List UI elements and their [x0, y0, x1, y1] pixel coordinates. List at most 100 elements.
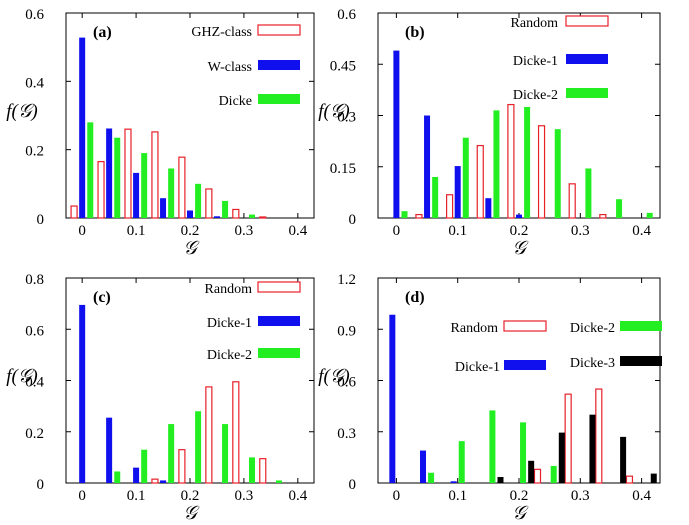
y-tick-label: 0 — [349, 477, 357, 493]
bar-dicke-2 — [249, 457, 256, 483]
x-tick-label: 0.4 — [632, 488, 651, 504]
bar-dicke-2 — [554, 129, 561, 218]
bar-dicke-1 — [79, 304, 86, 483]
y-tick-label: 0.2 — [25, 144, 44, 160]
bar-random — [595, 388, 603, 484]
bar-dicke-3 — [497, 477, 504, 483]
y-tick-label: 0.3 — [337, 426, 356, 442]
bar-dicke — [87, 122, 94, 218]
bar-dicke-2 — [616, 199, 623, 218]
bar-dicke — [222, 200, 229, 218]
bar-w-class — [106, 128, 113, 218]
bar-dicke-3 — [620, 436, 627, 483]
x-tick-label: 0.2 — [181, 488, 200, 504]
bar-random — [151, 478, 159, 484]
x-tick-label: 0.3 — [571, 223, 590, 239]
legend-swatch — [258, 94, 300, 104]
bar-dicke-1 — [419, 450, 426, 483]
bar-dicke-1 — [393, 50, 400, 219]
x-tick-label: 0 — [78, 223, 86, 239]
x-axis-label: 𝒢 — [183, 503, 200, 524]
x-tick-label: 0.2 — [510, 488, 529, 504]
bar-dicke — [168, 168, 175, 218]
y-axis-label: f(𝒢) — [6, 101, 37, 122]
x-tick-label: 0.1 — [127, 488, 146, 504]
y-tick-label: 0.4 — [25, 75, 44, 91]
bar-dicke — [195, 183, 202, 218]
x-axis-label: 𝒢 — [183, 238, 200, 259]
bar-dicke-2 — [520, 422, 527, 483]
legend-label: Dicke-1 — [455, 360, 500, 375]
y-tick-label: 0.6 — [337, 375, 356, 391]
bar-dicke-1 — [389, 314, 396, 483]
bar-random — [205, 386, 213, 484]
plot-frame — [377, 12, 661, 219]
legend-label: Dicke-3 — [570, 356, 615, 371]
y-tick-label: 0.15 — [330, 161, 356, 177]
bar-w-class — [160, 198, 167, 218]
bar-dicke-2 — [432, 177, 439, 218]
legend-label: Dicke-2 — [513, 88, 558, 103]
y-tick-label: 0.2 — [25, 426, 44, 442]
bar-random — [533, 468, 542, 484]
y-tick-label: 0.4 — [25, 375, 44, 391]
bar-dicke-1 — [516, 214, 522, 218]
legend-swatch — [620, 356, 662, 366]
bar-random — [476, 144, 484, 219]
x-tick-label: 0.2 — [510, 223, 529, 239]
legend-label: GHZ-class — [191, 25, 252, 40]
bar-w-class — [133, 172, 140, 218]
bar-dicke-2 — [489, 410, 496, 483]
x-tick-label: 0.1 — [448, 223, 467, 239]
bar-dicke-1 — [485, 198, 492, 218]
bar-dicke-2 — [401, 211, 408, 218]
bar-dicke-1 — [454, 166, 461, 218]
bar-w-class — [79, 37, 86, 218]
bar-random — [625, 475, 634, 484]
bar-dicke — [114, 137, 121, 218]
panel-2: 0 0.15 0.3 0.45 0.6 0 0.1 0.2 0.3 0.4 𝒢f(𝒢) (b) Rand… — [318, 7, 661, 259]
y-tick-label: 1.2 — [337, 272, 356, 288]
bar-dicke — [141, 153, 148, 218]
legend-label: Dicke-1 — [513, 54, 558, 69]
bar-dicke-2 — [141, 449, 148, 483]
bar-w-class — [213, 216, 220, 218]
legend-swatch — [620, 321, 662, 331]
legend-swatch — [504, 360, 546, 370]
x-tick-label: 0.3 — [571, 488, 590, 504]
bar-dicke-2 — [168, 424, 175, 483]
bar-ghz-class — [97, 161, 105, 219]
bar-dicke-1 — [133, 467, 140, 483]
bar-ghz-class — [205, 188, 213, 219]
y-tick-label: 0.6 — [337, 7, 356, 23]
x-tick-label: 0.3 — [235, 223, 254, 239]
bar-dicke-2 — [222, 424, 229, 483]
bar-dicke-2 — [428, 472, 435, 483]
bar-ghz-class — [259, 216, 267, 219]
panel-label: (a) — [93, 24, 112, 41]
legend-label: Random — [511, 16, 559, 31]
bar-ghz-class — [151, 131, 159, 219]
bar-random — [445, 194, 454, 219]
bar-dicke-2 — [550, 465, 557, 483]
legend-label: Dicke-2 — [570, 321, 615, 336]
panel-1: 0 0.2 0.4 0.6 0 0.1 0.2 0.3 0.4 𝒢f(𝒢) (a) GHZ-class… — [6, 7, 315, 259]
bar-dicke-1 — [106, 417, 113, 483]
bar-dicke-1 — [450, 481, 457, 483]
panel-label: (b) — [405, 24, 425, 41]
x-tick-label: 0.1 — [127, 223, 146, 239]
legend-swatch — [257, 24, 301, 36]
legend-swatch — [566, 54, 608, 64]
bar-dicke-3 — [558, 432, 565, 483]
bar-dicke-2 — [195, 411, 202, 483]
bar-random — [415, 213, 423, 219]
bar-dicke-2 — [462, 137, 469, 218]
legend-swatch — [258, 348, 300, 358]
bar-dicke-3 — [589, 414, 596, 483]
x-tick-label: 0.4 — [288, 223, 307, 239]
bar-dicke-3 — [528, 460, 535, 483]
legend-swatch — [566, 88, 608, 98]
y-tick-label: 0.6 — [25, 7, 44, 23]
bar-dicke-2 — [275, 480, 282, 483]
y-tick-label: 0.9 — [337, 323, 356, 339]
